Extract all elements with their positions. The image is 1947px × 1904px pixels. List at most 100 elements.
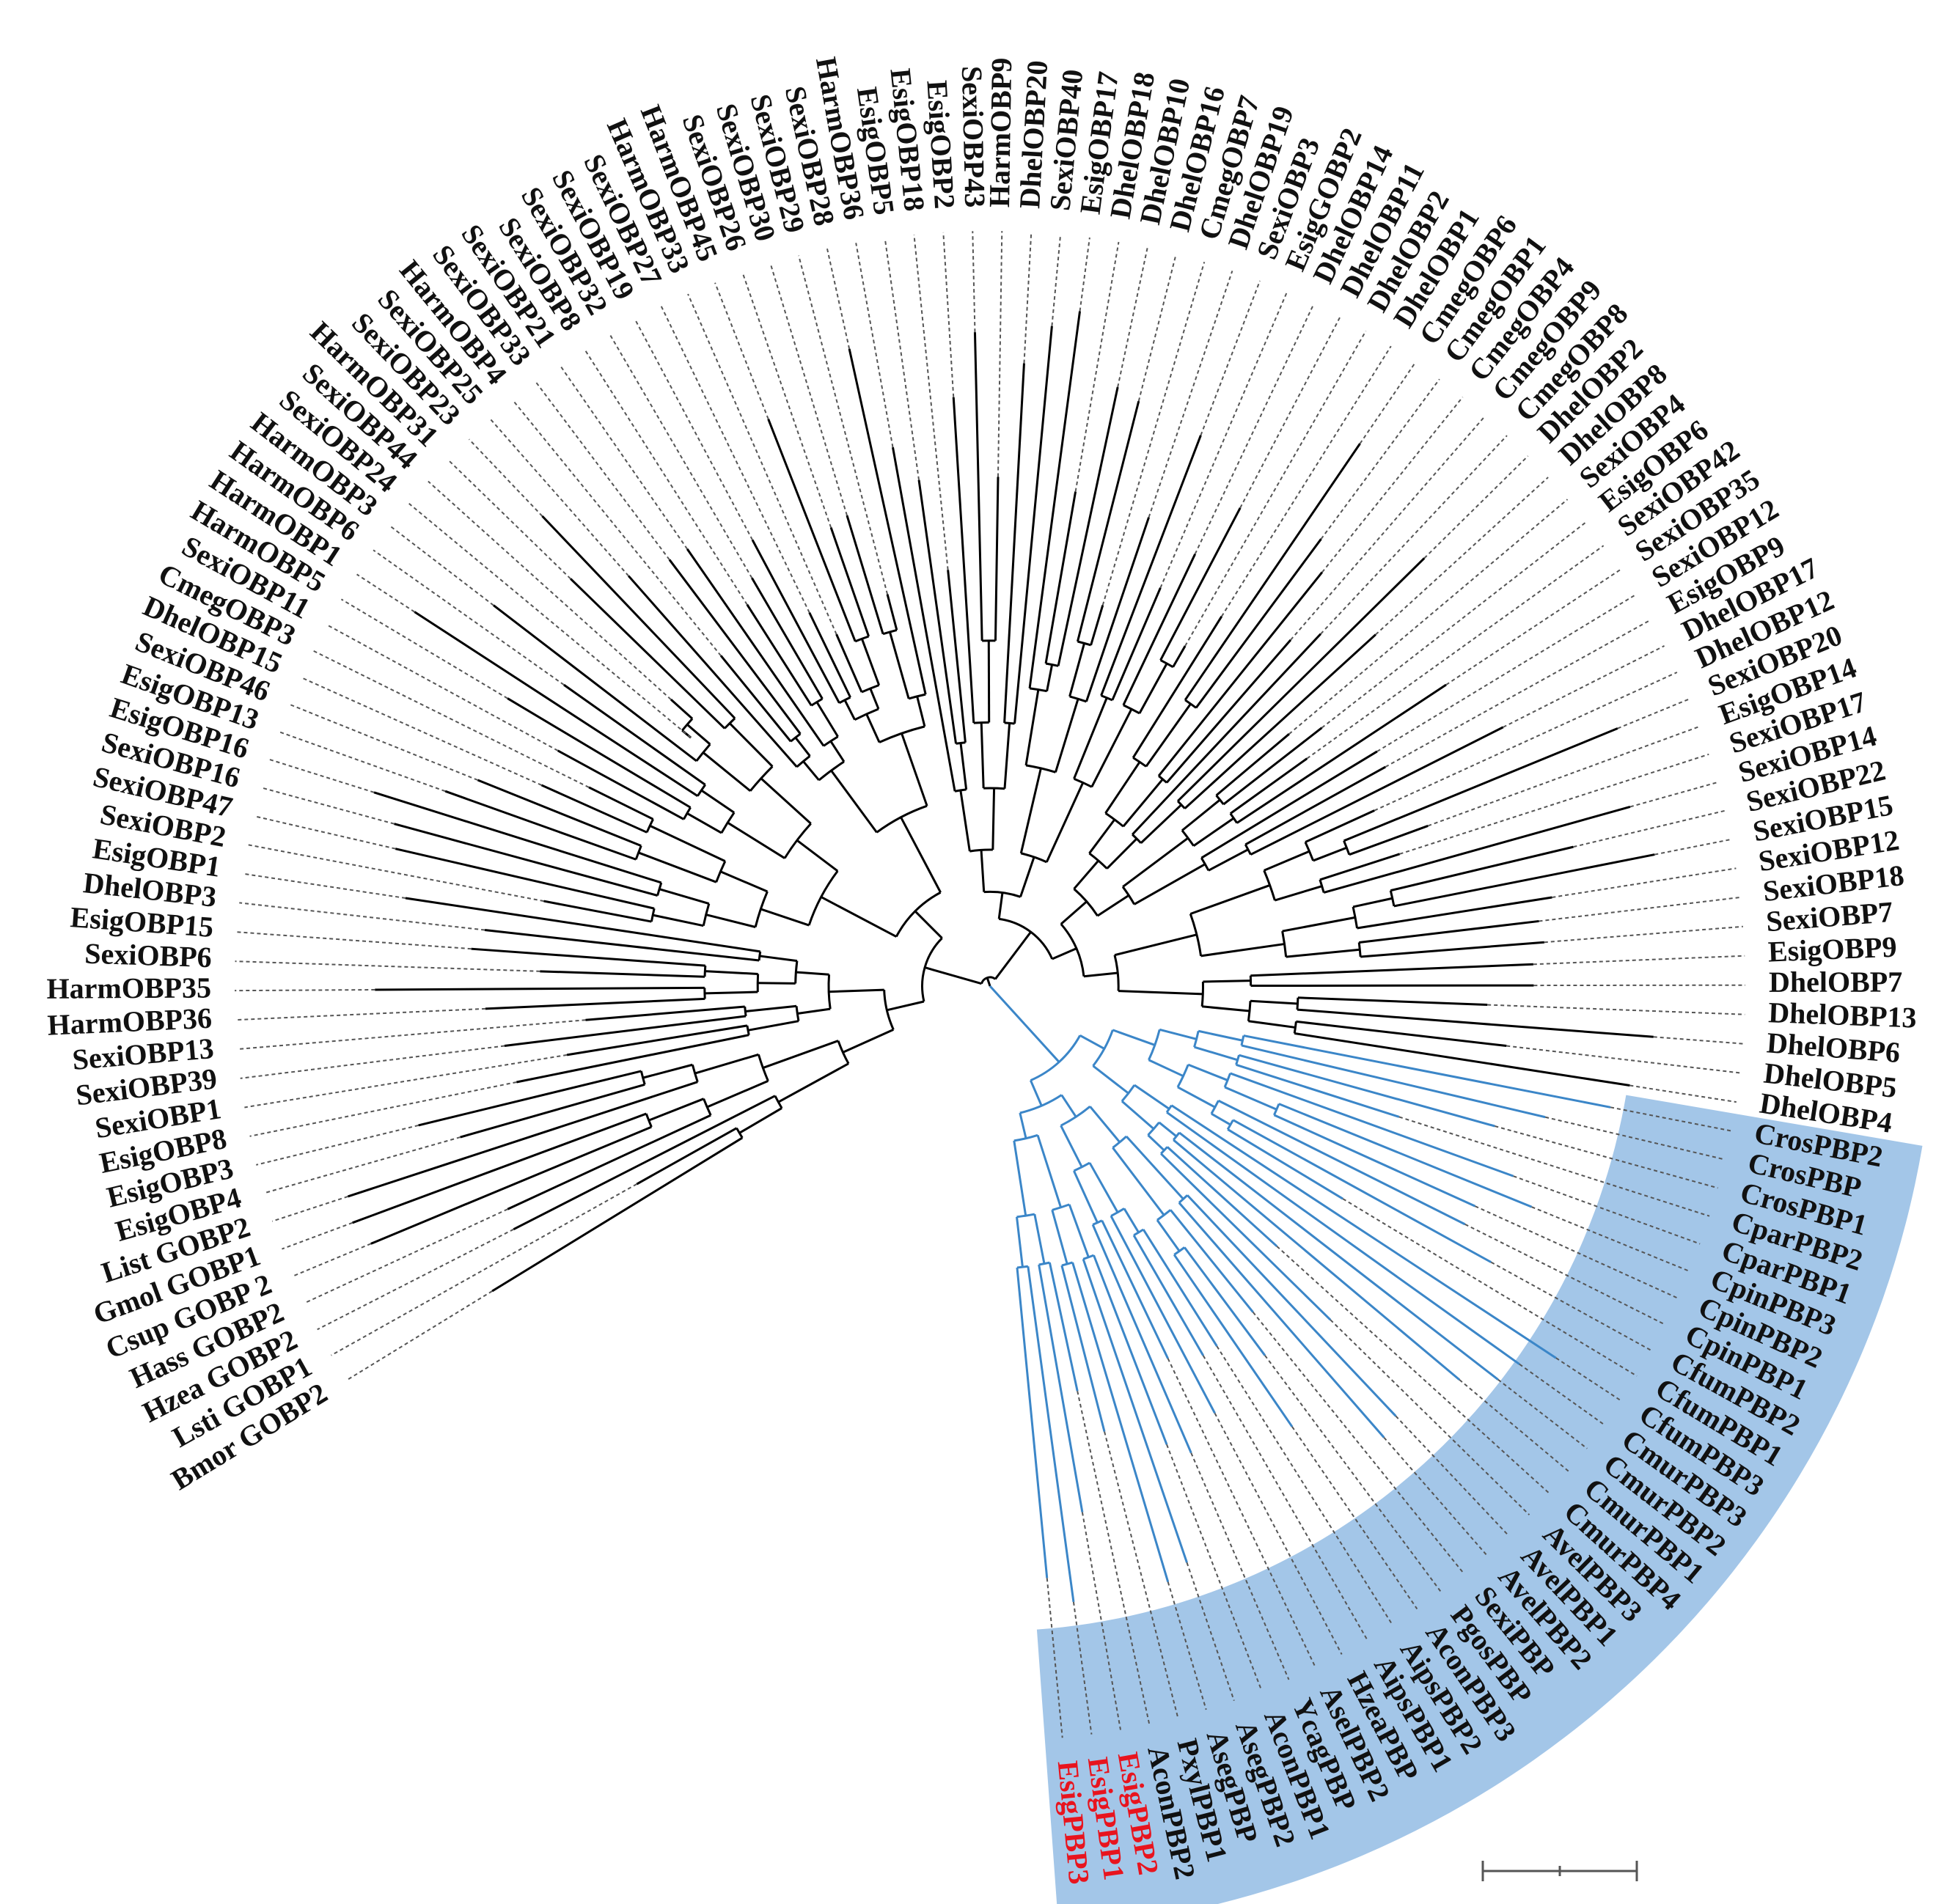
branch-sexiobp23 (541, 515, 736, 719)
internal-branch (1147, 1134, 1165, 1152)
connector-cmurpbp2 (1497, 1378, 1588, 1449)
branch-list-gobp2 (347, 1081, 698, 1198)
internal-branch (705, 914, 756, 928)
leaf-label-harmobp36: HarmOBP36 (47, 1001, 213, 1042)
branch-cmegobp7 (1090, 605, 1104, 646)
internal-branch (1068, 643, 1085, 697)
branch-sexiobp16 (394, 823, 659, 897)
branch-sexiobp20 (1343, 727, 1618, 842)
internal-branch (1089, 1106, 1121, 1143)
internal-branch (727, 821, 785, 859)
branch-avelpbp1 (1187, 1194, 1397, 1417)
connector-aconpbp2 (1077, 1391, 1151, 1725)
connector-cpinpbp3 (1531, 1206, 1690, 1272)
leaf-label-sexiobp6: SexiOBP6 (84, 937, 213, 974)
internal-branch (648, 1098, 705, 1122)
internal-branch (1286, 948, 1360, 958)
leaf-label-dhelobp13: DhelOBP13 (1768, 996, 1918, 1034)
branch-sexiobp26 (829, 527, 870, 637)
clade-arc (1019, 1094, 1063, 1114)
connector-dhelobp13 (1487, 1004, 1745, 1015)
internal-branch (1045, 782, 1085, 863)
branch-harmobp6 (563, 683, 706, 786)
connector-esigobp9 (1533, 955, 1745, 966)
branch-esigobp3 (418, 1070, 642, 1127)
internal-branch (1112, 1029, 1156, 1046)
branch-sexiobp47 (395, 848, 655, 910)
internal-branch (1189, 884, 1271, 915)
leaf-label-esigobp2: EsigOBP2 (920, 79, 961, 210)
internal-branch (980, 850, 986, 892)
internal-branch (901, 732, 928, 806)
internal-branch (1248, 1020, 1296, 1029)
branch-sexiobp14 (1323, 806, 1631, 894)
branch-sexiobp33 (668, 559, 802, 735)
clade-arc (1296, 997, 1299, 1010)
connector-sexiobp12 (1552, 867, 1737, 898)
connector-sexiobp16 (260, 787, 395, 825)
clade-arc (645, 818, 654, 833)
clade-arc (980, 976, 997, 985)
internal-branch (1203, 979, 1251, 983)
clade-arc (1200, 981, 1204, 1007)
internal-branch (1073, 859, 1099, 890)
internal-branch (728, 722, 774, 768)
connector-dhelobp15 (300, 676, 542, 786)
internal-branch (759, 955, 798, 963)
branch-aconpbp2 (1048, 1262, 1079, 1392)
connector-esigpbp3 (1046, 1578, 1063, 1738)
internal-branch (1123, 1208, 1140, 1233)
internal-branch (1114, 933, 1198, 957)
internal-branch (760, 908, 810, 927)
connector-esigobp16 (269, 758, 375, 793)
connector-asegpbp2 (1186, 1562, 1235, 1702)
branch-dhelobp11 (1159, 507, 1242, 661)
connector-esigobp14 (1427, 726, 1700, 827)
connector-cmurpbp4 (1276, 1246, 1550, 1494)
branch-sexiobp15 (1393, 853, 1655, 908)
clade-arc (1148, 1029, 1161, 1061)
branch-aipspbp2 (1142, 1229, 1218, 1347)
internal-branch (1125, 1135, 1184, 1200)
internal-branch (1282, 916, 1356, 933)
internal-branch (1313, 846, 1347, 862)
connector-sexiobp27 (660, 306, 810, 614)
internal-branch (959, 743, 968, 790)
connector-esigobp15 (236, 931, 472, 950)
branch-cfumpbp3 (1170, 1104, 1557, 1359)
internal-branch (986, 977, 991, 987)
internal-branch (842, 1028, 894, 1054)
internal-branch (1060, 900, 1088, 925)
branch-cfumpbp2 (1232, 1119, 1492, 1263)
internal-branch (1079, 1034, 1105, 1050)
clade-arc (1020, 852, 1047, 864)
connector-pxylpbp1 (1104, 1431, 1179, 1718)
connector-sexiobp18 (1539, 896, 1740, 922)
connector-sexiobp12 (1376, 594, 1637, 752)
branch-lsti-gobp1 (636, 1127, 738, 1186)
connector-dhelobp2 (1423, 455, 1529, 559)
connector-harmobp4 (512, 400, 722, 656)
branch-bmor-gobp2 (491, 1136, 744, 1293)
connector-sexiobp17 (1399, 753, 1709, 855)
internal-branch (1096, 894, 1130, 917)
clade-arc (876, 804, 928, 834)
branch-esigobp1 (405, 897, 760, 953)
connector-dhelobp12 (1374, 672, 1678, 812)
clade-arc (1030, 1034, 1082, 1081)
internal-branch (796, 971, 829, 976)
connector-sexiobp15 (1654, 838, 1731, 856)
connector-cmegobp1 (1320, 378, 1440, 540)
internal-branch (1073, 1170, 1099, 1224)
clade-arc (954, 788, 967, 793)
internal-branch (1068, 1204, 1090, 1258)
internal-branch (704, 990, 758, 995)
internal-branch (1208, 848, 1249, 872)
branch-cmurpbp4 (1166, 1146, 1278, 1247)
internal-branch (797, 1007, 831, 1015)
branch-harmobp9 (994, 477, 1000, 641)
internal-branch (1083, 971, 1118, 978)
clade-arc (1061, 1261, 1074, 1267)
branch-sexipbp (1170, 1209, 1254, 1313)
clade-arc (1263, 870, 1276, 901)
